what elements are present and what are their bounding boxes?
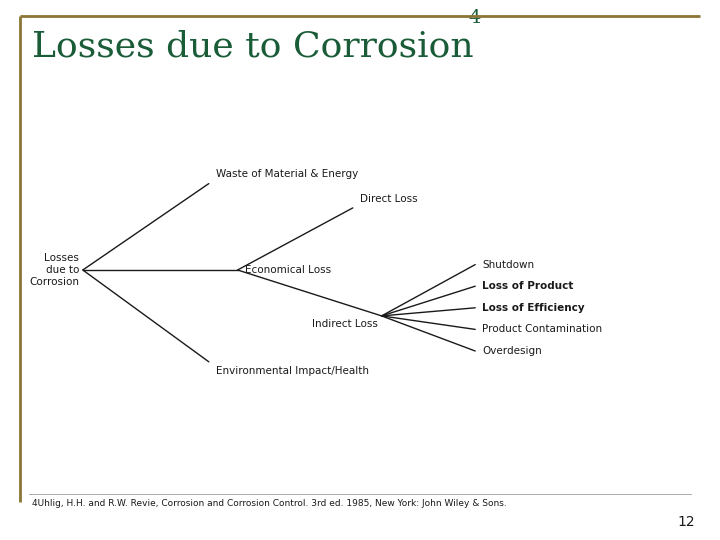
Text: Economical Loss: Economical Loss [245, 265, 331, 275]
Text: Product Contamination: Product Contamination [482, 325, 603, 334]
Text: Overdesign: Overdesign [482, 346, 542, 356]
Text: Shutdown: Shutdown [482, 260, 534, 269]
Text: Environmental Impact/Health: Environmental Impact/Health [216, 366, 369, 376]
Text: Indirect Loss: Indirect Loss [312, 319, 378, 329]
Text: Losses due to Corrosion: Losses due to Corrosion [32, 30, 474, 64]
Text: Waste of Material & Energy: Waste of Material & Energy [216, 169, 359, 179]
Text: 12: 12 [678, 515, 695, 529]
Text: Loss of Efficiency: Loss of Efficiency [482, 303, 585, 313]
Text: Direct Loss: Direct Loss [360, 193, 418, 204]
Text: Losses
due to
Corrosion: Losses due to Corrosion [30, 253, 79, 287]
Text: 4Uhlig, H.H. and R.W. Revie, Corrosion and Corrosion Control. 3rd ed. 1985, New : 4Uhlig, H.H. and R.W. Revie, Corrosion a… [32, 500, 507, 509]
Text: Loss of Product: Loss of Product [482, 281, 574, 291]
Text: 4: 4 [468, 9, 480, 27]
